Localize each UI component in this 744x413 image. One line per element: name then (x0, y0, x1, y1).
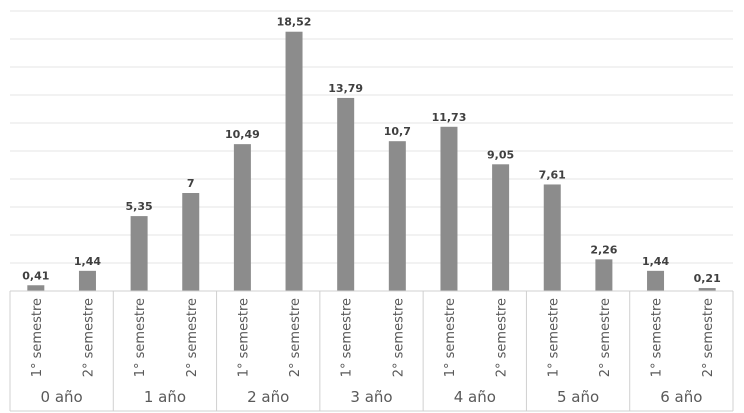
group-label: 0 año (41, 388, 83, 406)
sub-category-label: 1° semestre (443, 298, 458, 377)
value-label: 18,52 (277, 16, 312, 29)
bar (647, 270, 665, 291)
value-label: 1,44 (74, 255, 101, 268)
sub-category-label: 1° semestre (546, 298, 561, 377)
sub-category-label: 2° semestre (495, 298, 510, 377)
value-label: 9,05 (487, 148, 514, 161)
value-label: 7 (187, 177, 195, 190)
bar (182, 193, 200, 291)
sub-category-label: 2° semestre (288, 298, 303, 377)
value-label: 0,21 (694, 272, 721, 285)
value-label: 13,79 (328, 82, 363, 95)
group-label: 1 año (144, 388, 186, 406)
group-label: 2 año (247, 388, 289, 406)
value-label: 10,49 (225, 128, 260, 141)
gridlines (10, 10, 733, 264)
bar (27, 285, 45, 291)
group-label: 6 año (660, 388, 702, 406)
sub-category-label: 2° semestre (598, 298, 613, 377)
bar (78, 270, 96, 291)
sub-category-label: 2° semestre (701, 298, 716, 377)
value-labels: 0,41 1,44 5,35 7 10,49 18,52 13,79 10,7 11,73 9,0… (22, 16, 720, 285)
bar (130, 216, 148, 291)
value-label: 1,44 (642, 255, 669, 268)
sub-category-label: 1° semestre (650, 298, 665, 377)
value-label: 5,35 (126, 200, 153, 213)
value-label: 10,7 (384, 125, 411, 138)
bar (440, 126, 458, 291)
value-label: 0,41 (22, 269, 49, 282)
sub-category-label: 1° semestre (133, 298, 148, 377)
group-label: 3 año (350, 388, 392, 406)
group-label: 5 año (557, 388, 599, 406)
bar (543, 184, 561, 291)
bar (337, 97, 355, 291)
bar (388, 141, 406, 291)
category-axis: 1° semestre 2° semestre 1° semestre 2° seme… (9, 290, 734, 412)
group-label: 4 año (454, 388, 496, 406)
sub-category-label: 2° semestre (185, 298, 200, 377)
bar (698, 288, 716, 291)
value-label: 2,26 (590, 243, 617, 256)
value-label: 7,61 (539, 168, 566, 181)
sub-category-label: 1° semestre (340, 298, 355, 377)
sub-category-label: 2° semestre (391, 298, 406, 377)
bar (233, 144, 251, 291)
value-label: 11,73 (432, 111, 467, 124)
bar (285, 31, 303, 291)
sub-category-label: 1° semestre (30, 298, 45, 377)
bar (492, 164, 510, 291)
sub-category-label: 2° semestre (81, 298, 96, 377)
sub-category-label: 1° semestre (236, 298, 251, 377)
bars (27, 31, 716, 291)
bar (595, 259, 613, 291)
